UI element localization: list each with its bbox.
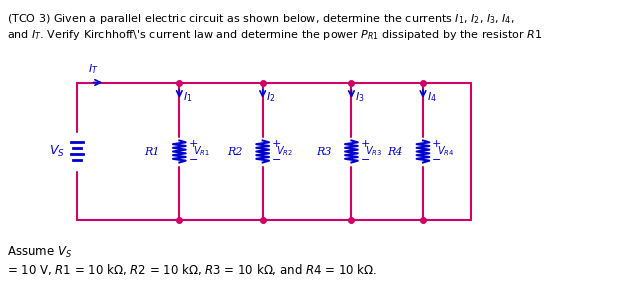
- Text: $V_{R3}$: $V_{R3}$: [365, 145, 382, 158]
- Text: R2: R2: [227, 146, 243, 157]
- Text: $V_{R4}$: $V_{R4}$: [437, 145, 454, 158]
- Text: −: −: [432, 154, 442, 165]
- Text: +: +: [272, 138, 281, 149]
- Text: $V_{R2}$: $V_{R2}$: [276, 145, 293, 158]
- Text: −: −: [188, 154, 197, 165]
- Text: $I_3$: $I_3$: [355, 90, 364, 104]
- Text: +: +: [188, 138, 197, 149]
- Text: = 10 V, $R1$ = 10 k$\Omega$, $R2$ = 10 k$\Omega$, $R3$ = 10 k$\Omega$, and $R4$ : = 10 V, $R1$ = 10 k$\Omega$, $R2$ = 10 k…: [7, 262, 378, 277]
- Text: −: −: [272, 154, 281, 165]
- Text: $V_{R1}$: $V_{R1}$: [193, 145, 210, 158]
- Text: −: −: [361, 154, 370, 165]
- Text: R4: R4: [388, 146, 403, 157]
- Text: $I_4$: $I_4$: [427, 90, 437, 104]
- Text: (TCO 3) Given a parallel electric circuit as shown below, determine the currents: (TCO 3) Given a parallel electric circui…: [7, 12, 515, 26]
- Text: $I_2$: $I_2$: [266, 90, 276, 104]
- Text: R3: R3: [316, 146, 331, 157]
- Text: R1: R1: [144, 146, 159, 157]
- Text: $V_S$: $V_S$: [49, 144, 65, 159]
- Text: +: +: [361, 138, 370, 149]
- Text: $I_T$: $I_T$: [88, 62, 98, 76]
- Text: and $I_T$. Verify Kirchhoff\'s current law and determine the power $P_{R1}$ diss: and $I_T$. Verify Kirchhoff\'s current l…: [7, 28, 543, 42]
- Text: Assume $V_S$: Assume $V_S$: [7, 245, 72, 260]
- Text: $I_1$: $I_1$: [183, 90, 193, 104]
- Text: +: +: [432, 138, 442, 149]
